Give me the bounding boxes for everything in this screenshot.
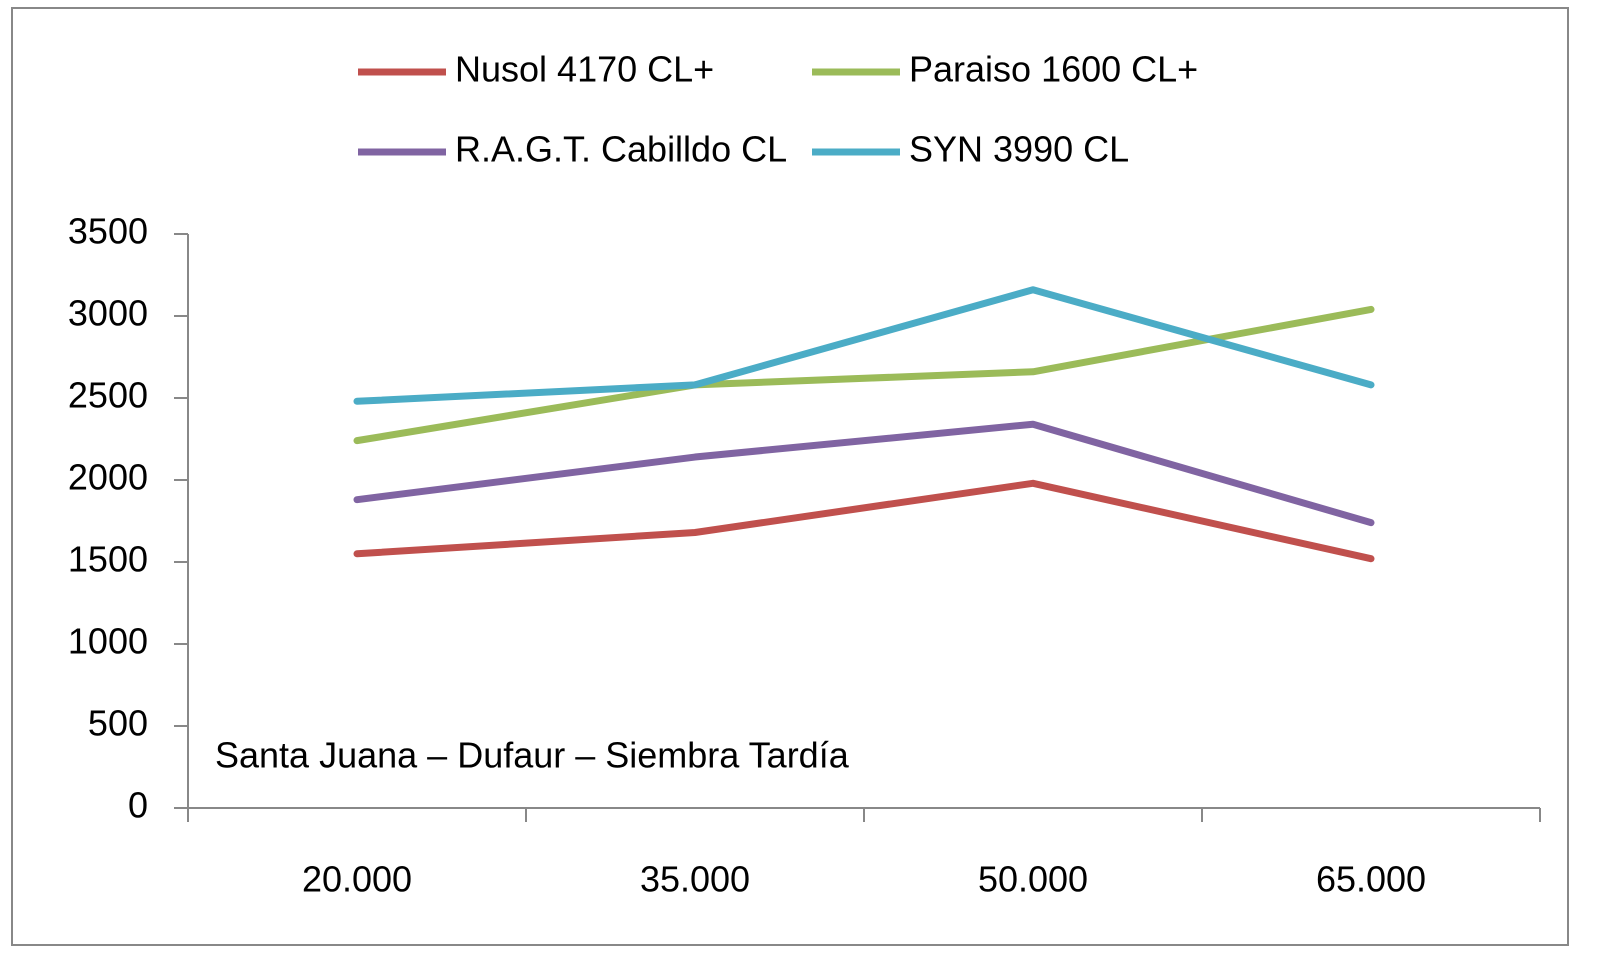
- legend-label: Paraiso 1600 CL+: [909, 49, 1198, 90]
- legend-label: R.A.G.T. Cabilldo CL: [455, 129, 787, 170]
- x-tick-label: 50.000: [978, 859, 1088, 900]
- series-line: [353, 286, 1375, 405]
- chart-frame: [11, 7, 1569, 946]
- legend-label: SYN 3990 CL: [909, 129, 1129, 170]
- y-tick-label: 3500: [68, 211, 148, 252]
- x-tick-label: 35.000: [640, 859, 750, 900]
- x-tick-label: 20.000: [302, 859, 412, 900]
- y-tick-label: 2500: [68, 375, 148, 416]
- series-line: [353, 420, 1375, 527]
- x-tick-label: 65.000: [1316, 859, 1426, 900]
- y-tick-label: 0: [128, 785, 148, 826]
- legend-label: Nusol 4170 CL+: [455, 49, 714, 90]
- series-line: [353, 479, 1375, 563]
- y-tick-label: 500: [88, 703, 148, 744]
- y-tick-label: 3000: [68, 293, 148, 334]
- annotation: Santa Juana – Dufaur – Siembra Tardía: [215, 735, 850, 776]
- y-tick-label: 1500: [68, 539, 148, 580]
- y-tick-label: 1000: [68, 621, 148, 662]
- y-tick-label: 2000: [68, 457, 148, 498]
